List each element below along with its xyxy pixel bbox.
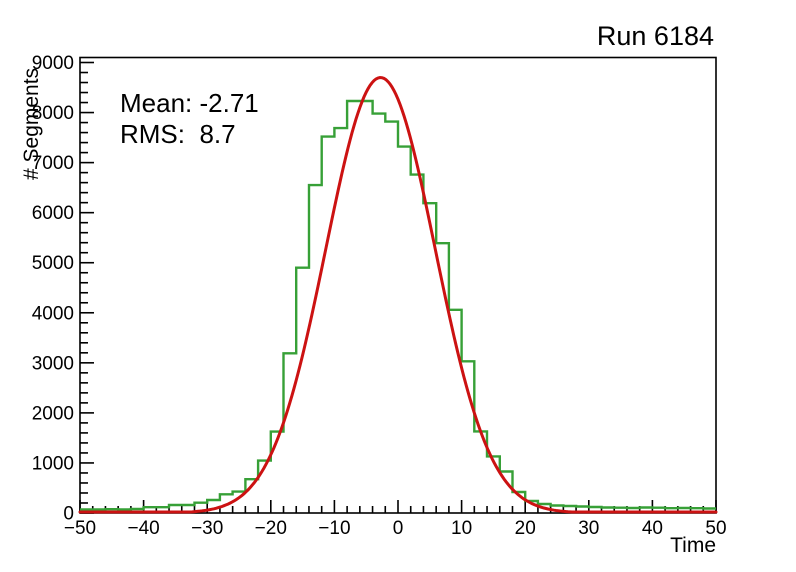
x-tick-label: −20 xyxy=(255,518,287,539)
y-tick-label: 9000 xyxy=(32,53,74,74)
stats-mean-text: Mean: -2.71 xyxy=(120,88,259,118)
y-tick-label: 5000 xyxy=(32,253,74,274)
stats-rms-text: RMS: 8.7 xyxy=(120,119,236,149)
x-tick-label: 50 xyxy=(705,518,726,539)
y-tick-label: 3000 xyxy=(32,353,74,374)
y-tick-label: 8000 xyxy=(32,103,74,124)
x-tick-label: −40 xyxy=(127,518,159,539)
plot-title: Run 6184 xyxy=(597,21,714,51)
y-tick-label: 4000 xyxy=(32,303,74,324)
x-tick-label: 10 xyxy=(451,518,472,539)
x-tick-label: 40 xyxy=(642,518,663,539)
y-tick-label: 6000 xyxy=(32,203,74,224)
y-axis-title: # Segments xyxy=(20,68,43,180)
x-tick-label: −50 xyxy=(64,518,96,539)
fit-curve xyxy=(78,75,718,514)
chart-layers: −50 −40 −30 −20 −10 0 10 20 30 40 50 0 1000 2000 3000 4… xyxy=(32,53,727,539)
histogram-line xyxy=(80,99,716,511)
x-tick-label: 20 xyxy=(515,518,536,539)
y-tick-label: 7000 xyxy=(32,153,74,174)
x-tick-label: 30 xyxy=(578,518,599,539)
y-tick-label: 1000 xyxy=(32,453,74,474)
x-tick-label: 0 xyxy=(393,518,404,539)
x-tick-label: −30 xyxy=(191,518,223,539)
y-tick-label: 2000 xyxy=(32,403,74,424)
y-tick-label: 0 xyxy=(63,504,74,525)
x-tick-label: −10 xyxy=(318,518,350,539)
x-axis-title: Time xyxy=(670,534,716,557)
